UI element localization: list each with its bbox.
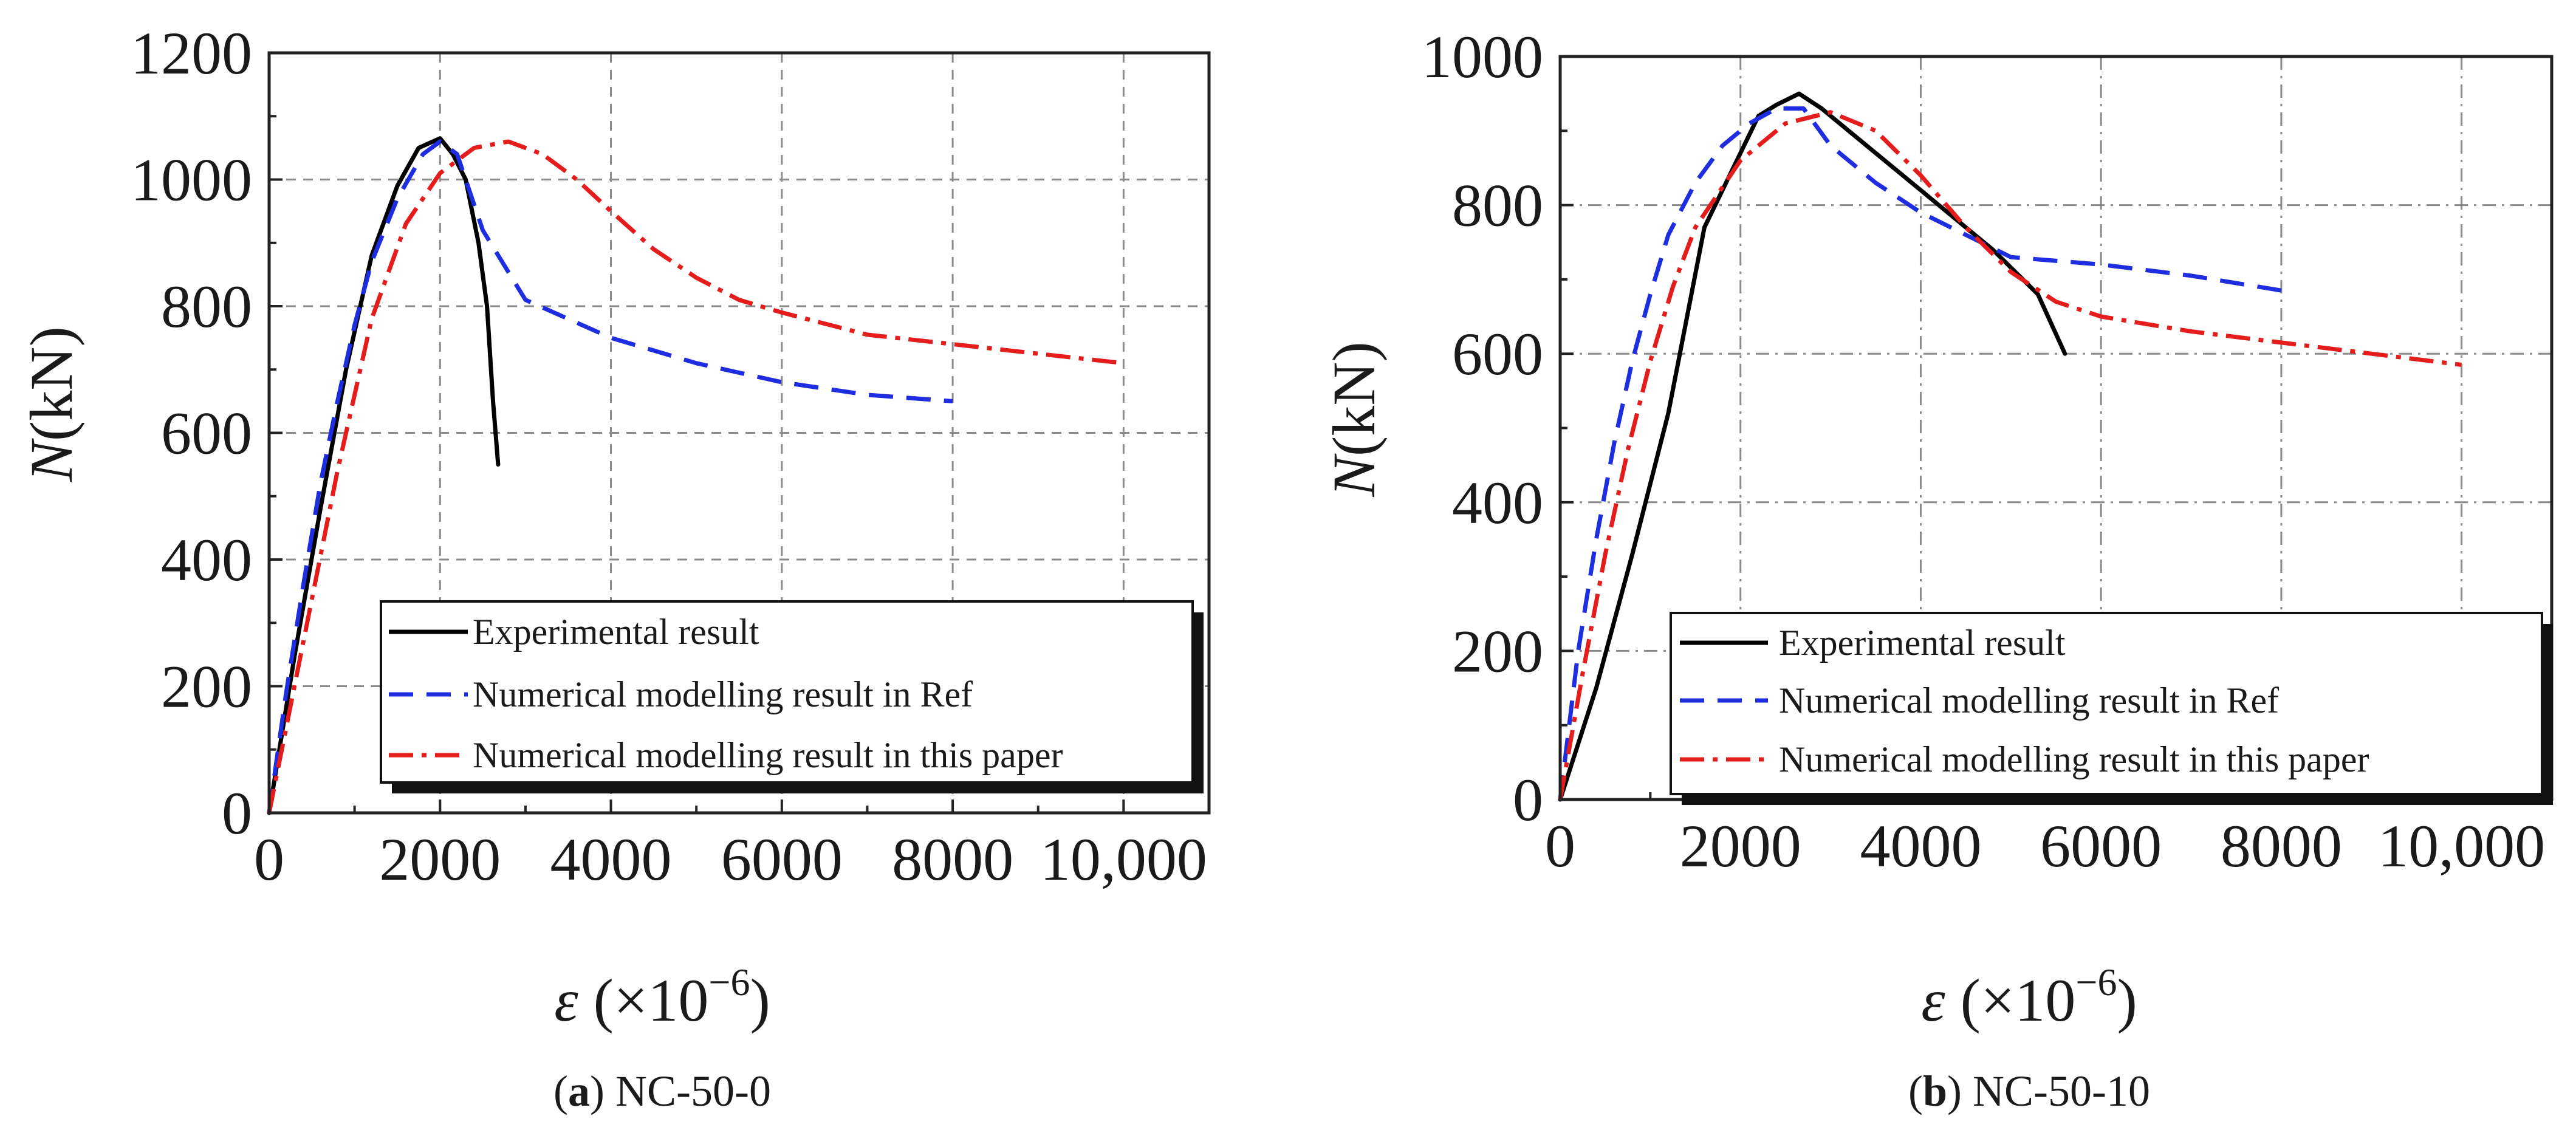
panel-b-series-paper-line bbox=[1558, 110, 2462, 800]
panel-a-y-tick-label-400: 400 bbox=[161, 526, 252, 594]
panel-a-series bbox=[267, 136, 1124, 815]
panel-b-caption: (b) NC-50-10 bbox=[1908, 1067, 2150, 1115]
panel-a-legend: Experimental result Numerical modelling … bbox=[380, 600, 1204, 793]
panel-a-x-tick-label-8000: 8000 bbox=[892, 826, 1013, 893]
panel-a-caption: (a) NC-50-0 bbox=[553, 1067, 771, 1115]
panel-a-legend-label-ref: Numerical modelling result in Ref bbox=[473, 674, 973, 714]
panel-a-legend-box bbox=[380, 600, 1194, 784]
panel-b-legend: Experimental result Numerical modelling … bbox=[1670, 612, 2553, 805]
panel-b-chart: 0 2000 4000 6000 8000 10,000 0 200 400 600 800 1000… bbox=[1320, 23, 2554, 1115]
panel-b-y-tick-label-600: 600 bbox=[1452, 320, 1543, 388]
panel-b-x-axis-label: ε (×10−6) bbox=[1921, 960, 2137, 1034]
panel-b-legend-label-paper: Numerical modelling result in this paper bbox=[1779, 739, 2369, 779]
panel-b-y-axis-label: N(kN) bbox=[1320, 341, 1388, 498]
panel-b-x-tick-label-6000: 6000 bbox=[2040, 812, 2162, 880]
panel-a-y-tick-label-800: 800 bbox=[161, 273, 252, 340]
panel-b-series bbox=[1558, 91, 2462, 802]
panel-a-tick-labels: 0 2000 4000 6000 8000 10,000 0 200 400 600 800 1000… bbox=[131, 19, 1207, 893]
panel-b-x-tick-label-2000: 2000 bbox=[1680, 812, 1801, 880]
panel-a-series-ref-line bbox=[267, 139, 953, 813]
panel-a-x-tick-label-4000: 4000 bbox=[550, 826, 672, 893]
panel-a-x-tick-label-6000: 6000 bbox=[721, 826, 843, 893]
panel-a-x-axis-label: ε (×10−6) bbox=[554, 960, 770, 1034]
panel-b-y-tick-label-1000: 1000 bbox=[1422, 23, 1543, 91]
panel-b-y-tick-label-800: 800 bbox=[1452, 172, 1543, 239]
panel-b-legend-box bbox=[1670, 612, 2543, 795]
panel-a-chart: 0 2000 4000 6000 8000 10,000 0 200 400 600 800 1000… bbox=[18, 19, 1211, 1115]
panel-b-y-tick-label-400: 400 bbox=[1452, 469, 1543, 536]
panel-a-legend-label-experimental: Experimental result bbox=[473, 612, 759, 652]
panel-a-y-tick-label-600: 600 bbox=[161, 400, 252, 467]
panel-a-x-tick-label-0: 0 bbox=[254, 826, 284, 893]
panel-a-y-tick-label-200: 200 bbox=[161, 653, 252, 721]
panel-b-tick-labels: 0 2000 4000 6000 8000 10,000 0 200 400 600 800 1000 bbox=[1422, 23, 2545, 880]
panel-a-series-experimental-line bbox=[267, 136, 501, 815]
panel-a-y-tick-label-0: 0 bbox=[222, 779, 252, 847]
panel-b-y-tick-label-0: 0 bbox=[1513, 766, 1543, 834]
panel-a-y-tick-label-1000: 1000 bbox=[131, 146, 252, 214]
panel-a-y-tick-label-1200: 1200 bbox=[131, 19, 252, 87]
panel-b-legend-label-experimental: Experimental result bbox=[1779, 623, 2066, 663]
panel-b-series-ref-line bbox=[1558, 106, 2282, 800]
panel-a-x-tick-label-10000: 10,000 bbox=[1040, 826, 1207, 893]
panel-a-series-paper-line bbox=[267, 139, 1124, 813]
panel-b-x-tick-label-8000: 8000 bbox=[2221, 812, 2342, 880]
panel-b-x-tick-label-0: 0 bbox=[1545, 812, 1575, 880]
panel-a-legend-label-paper: Numerical modelling result in this paper bbox=[473, 735, 1063, 775]
panel-b-y-tick-label-200: 200 bbox=[1452, 617, 1543, 685]
panel-a-x-tick-label-2000: 2000 bbox=[379, 826, 501, 893]
panel-b-x-tick-label-10000: 10,000 bbox=[2378, 812, 2545, 880]
panel-b-x-tick-label-4000: 4000 bbox=[1860, 812, 1981, 880]
panel-b-legend-label-ref: Numerical modelling result in Ref bbox=[1779, 680, 2279, 721]
panel-a-y-axis-label: N(kN) bbox=[18, 326, 85, 482]
panel-a-ticks bbox=[268, 52, 1125, 814]
